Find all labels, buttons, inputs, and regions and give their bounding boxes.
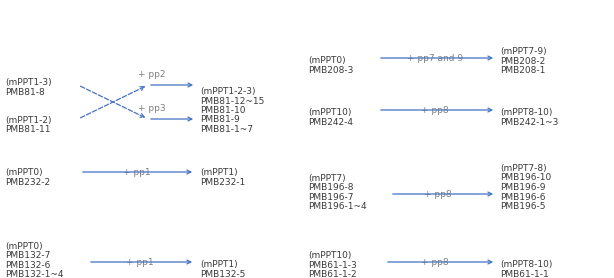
Text: PMB81-12~15: PMB81-12~15: [200, 96, 265, 105]
Text: (mPPT1-2-3): (mPPT1-2-3): [200, 87, 255, 96]
Text: + pp8: + pp8: [421, 258, 449, 267]
Text: + pp7 and 9: + pp7 and 9: [407, 54, 463, 63]
Text: PMB196-10: PMB196-10: [500, 173, 551, 182]
Text: PMB232-1: PMB232-1: [200, 178, 245, 187]
Text: PMB242-4: PMB242-4: [308, 118, 353, 127]
Text: (mPPT1-2): (mPPT1-2): [5, 115, 52, 125]
Text: PMB196-8: PMB196-8: [308, 183, 354, 192]
Text: + pp1: + pp1: [126, 258, 154, 267]
Text: PMB132-6: PMB132-6: [5, 260, 50, 269]
Text: PMB132-7: PMB132-7: [5, 251, 50, 260]
Text: PMB208-1: PMB208-1: [500, 66, 545, 75]
Text: PMB232-2: PMB232-2: [5, 178, 50, 187]
Text: PMB196-1~4: PMB196-1~4: [308, 202, 367, 211]
Text: PMB81-1~7: PMB81-1~7: [200, 125, 253, 134]
Text: PMB196-6: PMB196-6: [500, 192, 545, 202]
Text: (mPPT0): (mPPT0): [308, 56, 346, 66]
Text: PMB242-1~3: PMB242-1~3: [500, 118, 558, 127]
Text: (mPPT8-10): (mPPT8-10): [500, 108, 553, 118]
Text: (mPPT0): (mPPT0): [5, 242, 42, 250]
Text: + pp3: + pp3: [138, 104, 166, 113]
Text: (mPPT7-9): (mPPT7-9): [500, 47, 546, 56]
Text: PMB81-9: PMB81-9: [200, 115, 239, 125]
Text: (mPPT7-8): (mPPT7-8): [500, 164, 546, 173]
Text: PMB81-10: PMB81-10: [200, 106, 246, 115]
Text: (mPPT1-3): (mPPT1-3): [5, 78, 52, 88]
Text: (mPPT10): (mPPT10): [308, 108, 351, 118]
Text: PMB61-1-1: PMB61-1-1: [500, 270, 549, 278]
Text: (mPPT1): (mPPT1): [200, 260, 238, 269]
Text: PMB196-9: PMB196-9: [500, 183, 545, 192]
Text: (mPPT7): (mPPT7): [308, 173, 346, 182]
Text: PMB196-7: PMB196-7: [308, 192, 354, 202]
Text: + pp2: + pp2: [138, 70, 166, 79]
Text: (mPPT0): (mPPT0): [5, 168, 42, 177]
Text: (mPPT10): (mPPT10): [308, 251, 351, 260]
Text: PMB81-8: PMB81-8: [5, 88, 45, 97]
Text: + pp8: + pp8: [424, 190, 452, 199]
Text: PMB132-1~4: PMB132-1~4: [5, 270, 63, 278]
Text: PMB208-2: PMB208-2: [500, 56, 545, 66]
Text: PMB81-11: PMB81-11: [5, 125, 50, 134]
Text: PMB196-5: PMB196-5: [500, 202, 545, 211]
Text: PMB208-3: PMB208-3: [308, 66, 354, 75]
Text: PMB61-1-3: PMB61-1-3: [308, 260, 357, 269]
Text: + pp1: + pp1: [123, 168, 151, 177]
Text: PMB132-5: PMB132-5: [200, 270, 246, 278]
Text: + pp8: + pp8: [421, 106, 449, 115]
Text: (mPPT8-10): (mPPT8-10): [500, 260, 553, 269]
Text: (mPPT1): (mPPT1): [200, 168, 238, 177]
Text: PMB61-1-2: PMB61-1-2: [308, 270, 357, 278]
